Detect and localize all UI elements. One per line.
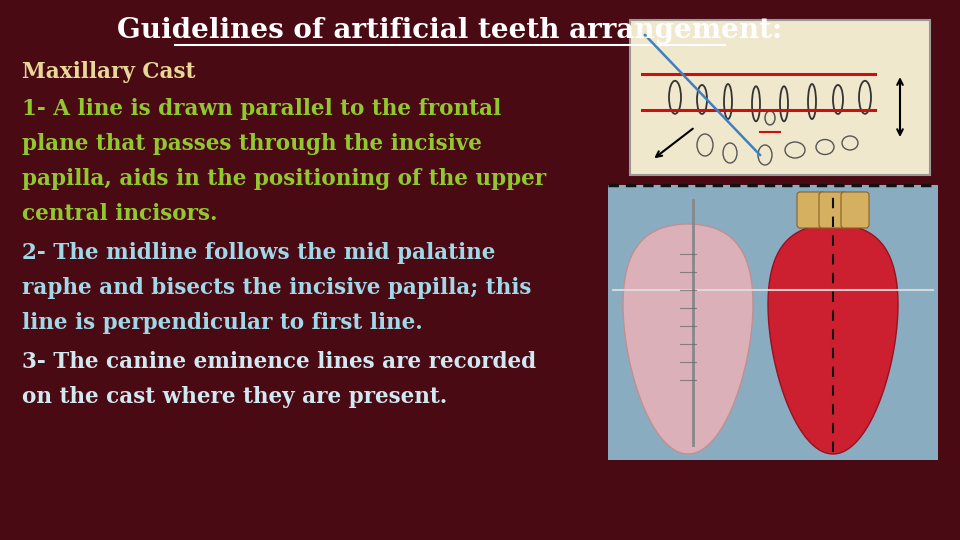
FancyBboxPatch shape (630, 20, 930, 175)
Text: raphe and bisects the incisive papilla; this: raphe and bisects the incisive papilla; … (22, 277, 532, 299)
Text: central incisors.: central incisors. (22, 203, 218, 225)
Text: 2- The midline follows the mid palatine: 2- The midline follows the mid palatine (22, 242, 495, 264)
Text: on the cast where they are present.: on the cast where they are present. (22, 386, 447, 408)
Text: 3- The canine eminence lines are recorded: 3- The canine eminence lines are recorde… (22, 351, 536, 373)
FancyBboxPatch shape (797, 192, 825, 228)
Text: papilla, aids in the positioning of the upper: papilla, aids in the positioning of the … (22, 168, 546, 190)
Text: Guidelines of artificial teeth arrangement:: Guidelines of artificial teeth arrangeme… (117, 17, 782, 44)
FancyBboxPatch shape (841, 192, 869, 228)
Text: plane that passes through the incisive: plane that passes through the incisive (22, 133, 482, 155)
Polygon shape (768, 224, 898, 454)
FancyBboxPatch shape (819, 192, 847, 228)
Text: line is perpendicular to first line.: line is perpendicular to first line. (22, 312, 422, 334)
Text: Maxillary Cast: Maxillary Cast (22, 61, 196, 83)
Text: 1- A line is drawn parallel to the frontal: 1- A line is drawn parallel to the front… (22, 98, 501, 120)
Polygon shape (623, 224, 753, 454)
FancyBboxPatch shape (608, 185, 938, 460)
